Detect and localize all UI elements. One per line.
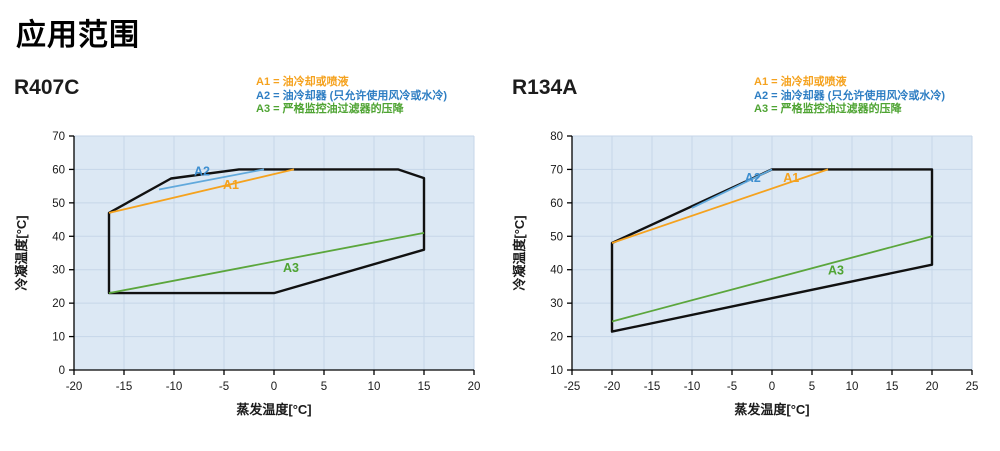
legend-item-a2: A2 = 油冷却器 (只允许使用风冷或水冷) bbox=[256, 89, 447, 102]
svg-text:10: 10 bbox=[550, 365, 563, 377]
svg-text:-10: -10 bbox=[684, 381, 701, 393]
svg-text:70: 70 bbox=[52, 131, 65, 143]
legend-item-a1: A1 = 油冷却或喷液 bbox=[256, 76, 349, 88]
svg-text:A2: A2 bbox=[194, 164, 210, 178]
svg-text:80: 80 bbox=[550, 131, 563, 143]
svg-text:15: 15 bbox=[886, 381, 899, 393]
svg-text:A1: A1 bbox=[783, 171, 799, 185]
svg-text:20: 20 bbox=[550, 332, 563, 344]
charts-row: R407C A1 = 油冷却或喷液 A2 = 油冷却器 (只允许使用风冷或水冷)… bbox=[0, 76, 1000, 436]
svg-text:20: 20 bbox=[926, 381, 939, 393]
legend-item-a3: A3 = 严格监控油过滤器的压降 bbox=[754, 103, 902, 115]
svg-text:30: 30 bbox=[52, 265, 65, 277]
svg-text:10: 10 bbox=[52, 332, 65, 344]
svg-text:0: 0 bbox=[59, 365, 65, 377]
svg-text:40: 40 bbox=[52, 231, 65, 243]
svg-text:A3: A3 bbox=[828, 264, 844, 278]
svg-text:20: 20 bbox=[468, 381, 481, 393]
svg-text:-5: -5 bbox=[727, 381, 737, 393]
svg-text:-20: -20 bbox=[66, 381, 83, 393]
chart-block-r134a: R134A A1 = 油冷却或喷液 A2 = 油冷却器 (只允许使用风冷或水冷)… bbox=[510, 76, 988, 436]
svg-text:-15: -15 bbox=[644, 381, 661, 393]
svg-text:10: 10 bbox=[368, 381, 381, 393]
svg-text:蒸发温度[°C]: 蒸发温度[°C] bbox=[734, 402, 809, 417]
svg-text:-15: -15 bbox=[116, 381, 133, 393]
svg-text:蒸发温度[°C]: 蒸发温度[°C] bbox=[236, 402, 311, 417]
svg-text:50: 50 bbox=[52, 198, 65, 210]
svg-text:5: 5 bbox=[809, 381, 815, 393]
chart-title-r134a: R134A bbox=[512, 76, 578, 99]
svg-text:-5: -5 bbox=[219, 381, 229, 393]
svg-text:5: 5 bbox=[321, 381, 327, 393]
legend-item-a3: A3 = 严格监控油过滤器的压降 bbox=[256, 103, 404, 115]
svg-text:-10: -10 bbox=[166, 381, 183, 393]
svg-text:20: 20 bbox=[52, 298, 65, 310]
svg-text:30: 30 bbox=[550, 298, 563, 310]
svg-text:15: 15 bbox=[418, 381, 431, 393]
svg-text:60: 60 bbox=[52, 164, 65, 176]
svg-text:A3: A3 bbox=[283, 261, 299, 275]
svg-text:70: 70 bbox=[550, 164, 563, 176]
svg-text:冷凝温度[°C]: 冷凝温度[°C] bbox=[512, 215, 527, 290]
svg-text:-20: -20 bbox=[604, 381, 621, 393]
chart-block-r407c: R407C A1 = 油冷却或喷液 A2 = 油冷却器 (只允许使用风冷或水冷)… bbox=[12, 76, 490, 436]
r134a-envelope-chart: 10 20 30 40 50 60 70 80 -25 -20 -15 -10 -5 0 5 10 15 20 25… bbox=[512, 131, 979, 417]
chart-header-r134a: R134A A1 = 油冷却或喷液 A2 = 油冷却器 (只允许使用风冷或水冷)… bbox=[510, 76, 988, 130]
page-title: 应用范围 bbox=[16, 19, 140, 52]
svg-text:40: 40 bbox=[550, 265, 563, 277]
svg-text:-25: -25 bbox=[564, 381, 581, 393]
svg-text:10: 10 bbox=[846, 381, 859, 393]
r407c-envelope-chart: 0 10 20 30 40 50 60 70 -20 -15 -10 -5 0 5 10 15 20 A1 A2 A3… bbox=[14, 131, 481, 417]
legend-r407c: A1 = 油冷却或喷液 A2 = 油冷却器 (只允许使用风冷或水冷) A3 = … bbox=[256, 76, 490, 117]
chart-title-r407c: R407C bbox=[14, 76, 80, 99]
svg-text:50: 50 bbox=[550, 231, 563, 243]
svg-text:A1: A1 bbox=[223, 178, 239, 192]
svg-text:0: 0 bbox=[769, 381, 775, 393]
svg-text:25: 25 bbox=[966, 381, 979, 393]
legend-item-a2: A2 = 油冷却器 (只允许使用风冷或水冷) bbox=[754, 89, 945, 102]
svg-text:冷凝温度[°C]: 冷凝温度[°C] bbox=[14, 215, 29, 290]
svg-text:0: 0 bbox=[271, 381, 277, 393]
legend-r134a: A1 = 油冷却或喷液 A2 = 油冷却器 (只允许使用风冷或水冷) A3 = … bbox=[754, 76, 988, 117]
svg-text:A2: A2 bbox=[745, 171, 761, 185]
chart-header-r407c: R407C A1 = 油冷却或喷液 A2 = 油冷却器 (只允许使用风冷或水冷)… bbox=[12, 76, 490, 130]
legend-item-a1: A1 = 油冷却或喷液 bbox=[754, 76, 847, 88]
svg-text:60: 60 bbox=[550, 198, 563, 210]
